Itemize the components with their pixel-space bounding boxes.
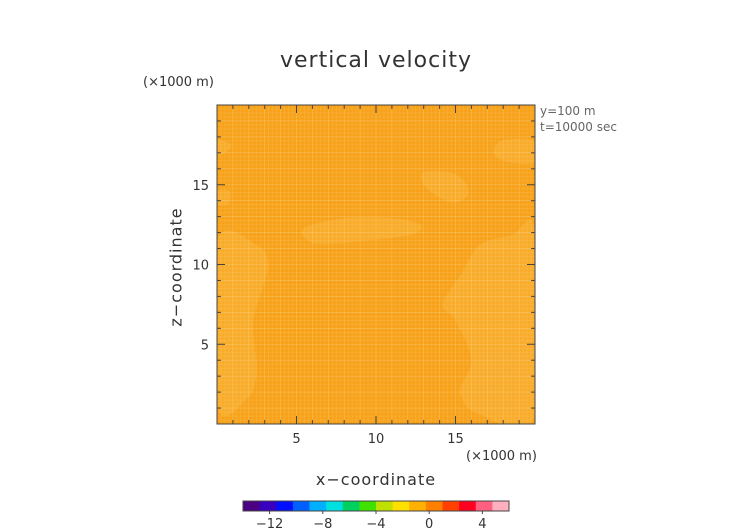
colorbar-swatch — [259, 501, 277, 511]
colorbar-swatch — [475, 501, 493, 511]
colorbar-swatch — [326, 501, 344, 511]
colorbar-swatch — [376, 501, 394, 511]
colorbar-swatch — [409, 501, 427, 511]
colorbar-tick-label: −8 — [313, 517, 332, 532]
colorbar-tick-label: 4 — [478, 517, 486, 532]
y-tick-label: 10 — [192, 259, 209, 274]
colorbar-swatch — [359, 501, 377, 511]
contour-region-upper-right-patch — [421, 170, 469, 203]
colorbar-swatch — [392, 501, 410, 511]
contour-region-right-lobe — [442, 219, 535, 424]
chart-title: vertical velocity — [279, 48, 472, 73]
x-tick-label: 5 — [292, 432, 300, 447]
contour-region-left-lobe — [217, 230, 268, 417]
colorbar-swatch — [442, 501, 460, 511]
contour-region-top-right-patch — [493, 138, 535, 164]
colorbar-swatch — [342, 501, 360, 511]
colorbar-swatch — [309, 501, 327, 511]
colorbar-swatch — [292, 501, 310, 511]
x-scale-label: (×1000 m) — [466, 449, 537, 464]
colorbar-swatch — [459, 501, 477, 511]
x-tick-label: 15 — [447, 432, 464, 447]
colorbar-tick-label: 0 — [425, 517, 433, 532]
colorbar-tick-label: −12 — [256, 517, 283, 532]
contour-region-top-left-patch — [217, 139, 232, 156]
colorbar-swatch — [492, 501, 510, 511]
colorbar-swatch — [243, 501, 261, 511]
x-tick-label: 10 — [368, 432, 385, 447]
colorbar-swatch — [276, 501, 294, 511]
info-y-level: y=100 m — [540, 104, 596, 118]
x-axis-label: x−coordinate — [315, 470, 437, 489]
y-tick-label: 5 — [201, 338, 209, 353]
contour-region-lower-left-patch — [217, 189, 231, 206]
contour-region-center-band — [301, 217, 422, 244]
y-tick-label: 15 — [192, 179, 209, 194]
colorbar-tick-label: −4 — [366, 517, 385, 532]
y-scale-label: (×1000 m) — [143, 75, 214, 90]
info-time: t=10000 sec — [540, 120, 617, 134]
colorbar-swatch — [425, 501, 443, 511]
